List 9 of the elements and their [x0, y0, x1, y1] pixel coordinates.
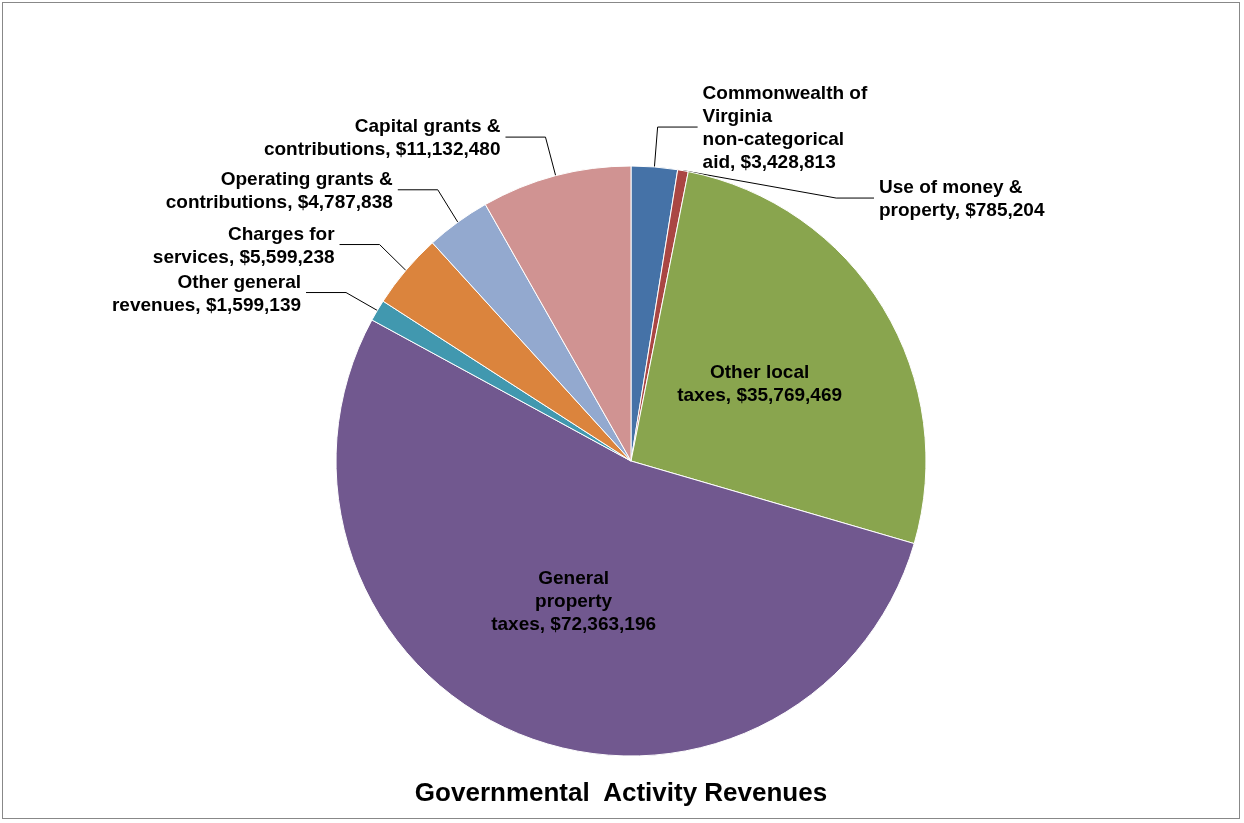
slice-label: Commonwealth of Virginia non-categorical aid, $3,428,813 — [702, 82, 868, 173]
slice-label: Charges for services, $5,599,238 — [152, 222, 336, 267]
slice-label: Other general revenues, $1,599,139 — [111, 270, 302, 315]
text: Governmental Activity Revenues — [414, 777, 828, 807]
slice-label: General property taxes, $72,363,196 — [491, 566, 657, 634]
slice-label: Capital grants & contributions, $11,132,480 — [263, 115, 501, 160]
slice-label: Operating grants & contributions, $4,787,838 — [165, 167, 394, 212]
slice-label: Use of money & property, $785,204 — [879, 176, 1045, 221]
slice-label: Other local taxes, $35,769,469 — [677, 360, 843, 405]
